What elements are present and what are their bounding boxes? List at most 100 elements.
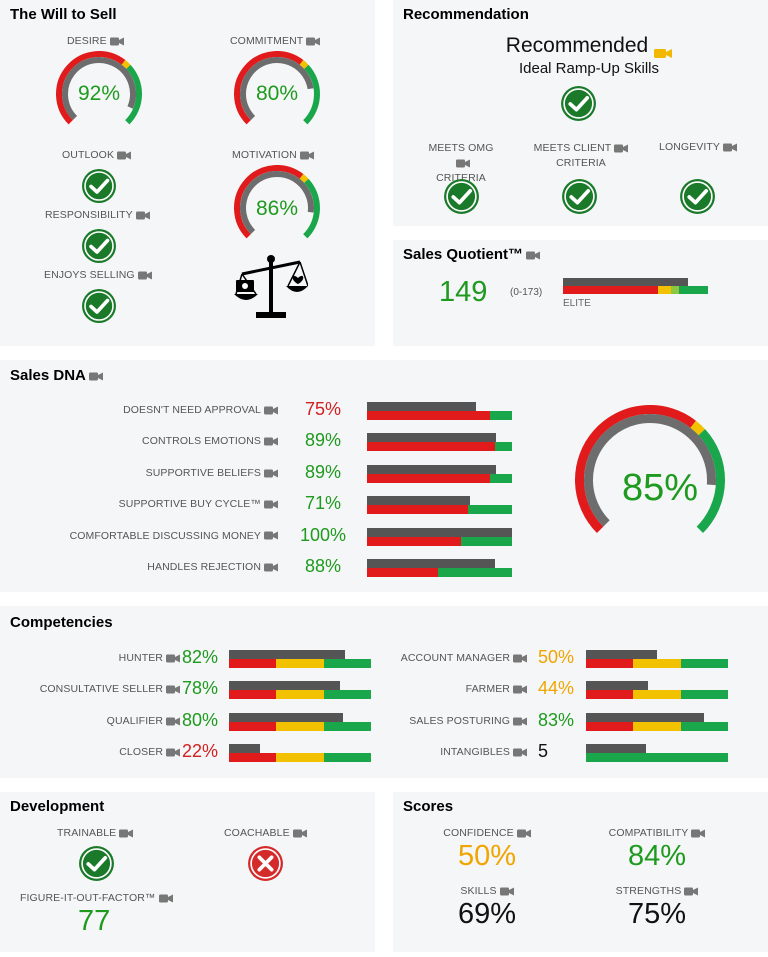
recommendation-title: Recommendation: [403, 6, 529, 23]
video-camera-icon[interactable]: [137, 271, 152, 280]
video-camera-icon[interactable]: [299, 151, 314, 160]
enjoys-selling-check-icon: [81, 288, 117, 324]
dna-row-bar: [367, 559, 512, 577]
gauge-green-band: [696, 429, 725, 534]
desire-gauge: [53, 51, 145, 137]
competency-yellow-segment: [633, 690, 681, 700]
sales-quotient-bar: [563, 278, 708, 295]
video-camera-icon[interactable]: [166, 717, 180, 726]
video-camera-icon[interactable]: [516, 829, 531, 838]
video-camera-icon-gold[interactable]: [654, 41, 673, 58]
video-camera-icon[interactable]: [264, 469, 278, 478]
competency-green-segment: [324, 659, 371, 668]
video-camera-icon[interactable]: [119, 829, 134, 838]
video-camera-icon[interactable]: [306, 37, 321, 46]
scores-title: Scores: [403, 798, 454, 815]
dna-row-label: CONTROLS EMOTIONS: [40, 435, 278, 447]
gauge-yellow-band: [299, 174, 309, 183]
video-camera-icon[interactable]: [292, 829, 307, 838]
video-camera-icon[interactable]: [88, 372, 103, 381]
competency-green-segment: [324, 721, 371, 731]
competency-value: 78%: [182, 678, 219, 699]
competency-value: 22%: [182, 741, 219, 762]
video-camera-icon[interactable]: [455, 159, 470, 168]
video-camera-icon[interactable]: [135, 211, 150, 220]
sq-red-segment: [563, 286, 658, 294]
video-camera-icon[interactable]: [614, 144, 629, 153]
motivation-value: 86%: [255, 197, 299, 220]
video-camera-icon[interactable]: [158, 894, 173, 903]
dna-red-segment: [367, 442, 495, 452]
dna-level-bar: [367, 559, 495, 568]
video-camera-icon[interactable]: [264, 500, 278, 509]
sq-yellow-segment: [658, 286, 671, 294]
gauge-level-arc: [240, 171, 314, 235]
competency-label: SALES POSTURING: [380, 715, 527, 727]
commitment-gauge: [231, 51, 323, 137]
competency-level-bar: [586, 744, 646, 754]
dna-row-value: 71%: [304, 493, 342, 514]
video-camera-icon[interactable]: [723, 143, 737, 152]
video-camera-icon[interactable]: [264, 437, 278, 446]
competency-level-bar: [229, 650, 346, 659]
dna-row-value: 75%: [304, 399, 342, 419]
money-vs-heart-scale-icon: [234, 250, 309, 322]
competency-bar: [586, 712, 728, 731]
competency-red-segment: [586, 721, 633, 731]
gauge-yellow-band: [299, 60, 309, 69]
dna-row-value: 88%: [304, 556, 342, 576]
video-camera-icon[interactable]: [264, 531, 278, 540]
dna-red-segment: [367, 568, 438, 577]
dna-green-segment: [495, 442, 512, 452]
video-camera-icon[interactable]: [513, 685, 527, 694]
video-camera-icon[interactable]: [513, 748, 527, 757]
video-camera-icon[interactable]: [117, 151, 132, 160]
skills-label: SKILLS: [427, 885, 547, 897]
responsibility-label: RESPONSIBILITY: [45, 209, 150, 221]
competency-red-segment: [586, 690, 633, 700]
sales-quotient-title: Sales Quotient™: [403, 246, 541, 263]
recommended-check-icon: [560, 85, 597, 122]
compatibility-value: 84%: [627, 840, 687, 872]
competency-green-segment: [586, 753, 728, 763]
competency-level-bar: [586, 712, 704, 722]
competency-red-segment: [229, 753, 276, 763]
commitment-label: COMMITMENT: [230, 35, 321, 47]
dna-row-bar: [367, 433, 512, 452]
dna-row-value: 100%: [299, 524, 347, 545]
video-camera-icon[interactable]: [526, 251, 541, 260]
sales-dna-overall-value: 85%: [621, 467, 699, 509]
video-camera-icon[interactable]: [166, 748, 180, 757]
dna-row-label: HANDLES REJECTION: [40, 561, 278, 573]
recommended-subhead: Ideal Ramp-Up Skills: [518, 60, 660, 77]
video-camera-icon[interactable]: [499, 887, 514, 896]
competency-level-bar: [586, 681, 649, 691]
motivation-gauge: [231, 165, 323, 251]
competencies-card: Competencies HUNTER 82% CONSULTATIVE SEL…: [0, 606, 768, 778]
video-camera-icon[interactable]: [166, 654, 180, 663]
competency-value: 5: [538, 741, 549, 762]
video-camera-icon[interactable]: [691, 829, 706, 838]
longevity-label: LONGEVITY: [648, 141, 748, 153]
sq-lime-segment: [671, 286, 679, 294]
video-camera-icon[interactable]: [513, 717, 527, 726]
competency-label: CLOSER: [10, 746, 180, 758]
figure-it-out-factor-label: FIGURE-IT-OUT-FACTOR™: [20, 892, 173, 904]
competency-red-segment: [586, 659, 633, 668]
video-camera-icon[interactable]: [166, 685, 180, 694]
dna-green-segment: [438, 568, 512, 577]
competency-green-segment: [681, 721, 728, 731]
video-camera-icon[interactable]: [684, 887, 699, 896]
video-camera-icon[interactable]: [513, 654, 527, 663]
video-camera-icon[interactable]: [264, 406, 278, 415]
competency-label: HUNTER: [10, 652, 180, 664]
gauge-red-band: [56, 51, 126, 125]
desire-value: 92%: [77, 82, 121, 105]
video-camera-icon[interactable]: [109, 37, 124, 46]
dna-row-bar: [367, 402, 512, 420]
video-camera-icon[interactable]: [264, 563, 278, 572]
strengths-label: STRENGTHS: [593, 885, 721, 897]
outlook-check-icon: [81, 168, 117, 204]
figure-it-out-factor-value: 77: [78, 905, 111, 937]
gauge-green-band: [125, 64, 142, 125]
